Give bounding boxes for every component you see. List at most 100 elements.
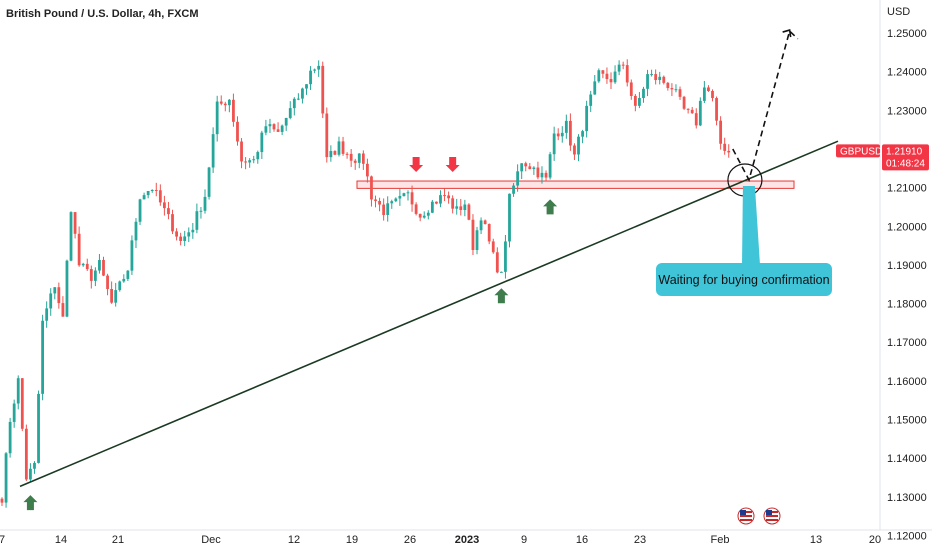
candle-body	[430, 201, 434, 213]
candle-body	[447, 195, 450, 199]
time-tick-label: 2023	[455, 534, 479, 546]
candle-body	[41, 320, 44, 394]
candle-body	[325, 113, 329, 158]
candle-body	[686, 108, 690, 110]
price-tag-price: 1.21910	[886, 146, 923, 157]
candle-body	[629, 82, 633, 96]
candle-body	[122, 278, 126, 282]
price-tick-label: 1.12000	[887, 530, 927, 542]
candle-body	[85, 263, 89, 270]
candle-body	[183, 236, 187, 242]
candle-body	[154, 189, 158, 191]
time-axis-ticks: 7 14 21 Dec 12 19 26 2023 9 16 23 Feb 13 20	[0, 534, 881, 546]
candle-body	[451, 198, 455, 209]
candle-body	[305, 84, 308, 89]
candle-body	[309, 70, 312, 85]
time-tick-label: 9	[521, 534, 527, 546]
candle-body	[142, 195, 146, 200]
candle-body	[504, 241, 507, 272]
us-event-flag-icon[interactable]	[763, 507, 781, 525]
candle-body	[564, 120, 568, 133]
candle-body	[329, 151, 333, 158]
callout-pointer	[742, 186, 760, 265]
us-event-flag-icon[interactable]	[737, 507, 755, 525]
projection-arrowhead	[782, 29, 792, 38]
candle-body	[244, 161, 247, 163]
time-tick-label: 23	[634, 534, 646, 546]
zone-rect	[356, 180, 795, 189]
candle-body	[711, 91, 714, 99]
price-tick-label: 1.19000	[887, 260, 927, 272]
candle-body	[573, 145, 576, 155]
candle-body	[73, 212, 77, 234]
time-tick-label: 20	[869, 534, 881, 546]
candle-body	[69, 212, 73, 261]
candle-body	[723, 143, 727, 151]
candle-body	[260, 132, 264, 153]
price-tick-label: 1.23000	[887, 105, 927, 117]
candle-body	[16, 378, 20, 404]
candle-body	[581, 131, 584, 137]
price-tick-label: 1.21000	[887, 183, 927, 195]
candle-body	[215, 101, 219, 135]
candle-body	[625, 65, 629, 83]
candle-body	[232, 99, 235, 122]
arrow-markers	[23, 156, 558, 511]
price-tick-label: 1.24000	[887, 67, 927, 79]
candle-body	[8, 421, 12, 454]
candle-body	[361, 153, 365, 164]
candle-body	[4, 453, 8, 503]
candle-body	[642, 88, 645, 99]
candle-body	[252, 159, 256, 161]
time-tick-label: 16	[576, 534, 588, 546]
price-tag-countdown: 01:48:24	[886, 158, 925, 169]
candle-body	[426, 212, 430, 216]
price-tick-label: 1.13000	[887, 492, 927, 504]
candle-body	[345, 153, 349, 155]
candle-body	[288, 108, 292, 118]
time-tick-label: 26	[404, 534, 416, 546]
candle-body	[382, 204, 386, 215]
resistance-zone	[356, 180, 795, 189]
candle-body	[81, 263, 85, 266]
candle-body	[89, 269, 93, 281]
candle-body	[158, 190, 162, 203]
candle-body	[621, 64, 625, 66]
candle-body	[53, 287, 57, 294]
candle-body	[110, 288, 114, 303]
projection-group	[732, 29, 799, 183]
candle-body	[12, 403, 16, 422]
candle-body	[654, 74, 658, 81]
candle-body	[357, 153, 361, 163]
candle-body	[211, 134, 215, 168]
candle-body	[187, 232, 191, 237]
candle-body	[134, 221, 138, 241]
candle-body	[398, 196, 402, 199]
candle-body	[65, 260, 69, 317]
candle-body	[560, 132, 564, 137]
candle-body	[276, 129, 280, 132]
candle-body	[715, 98, 718, 121]
flag-canton	[766, 510, 772, 515]
candle-body	[390, 201, 394, 204]
event-flags[interactable]	[737, 507, 781, 525]
candle-body	[296, 98, 300, 100]
candle-body	[475, 230, 479, 250]
candle-body	[313, 69, 317, 71]
candle-body	[617, 64, 621, 72]
candle-body	[219, 101, 223, 104]
candle-body	[199, 210, 203, 212]
candle-body	[483, 220, 487, 225]
candle-body	[552, 133, 556, 155]
candle-body	[317, 65, 321, 70]
symbol-tag-bg	[836, 144, 880, 158]
candle-body	[597, 70, 601, 82]
price-tick-label: 1.17000	[887, 337, 927, 349]
time-tick-label: 14	[55, 534, 67, 546]
candle-body	[528, 166, 532, 170]
candle-body	[138, 199, 142, 222]
flag-stripe	[766, 515, 778, 517]
candle-body	[24, 428, 28, 480]
candle-body	[499, 271, 503, 273]
